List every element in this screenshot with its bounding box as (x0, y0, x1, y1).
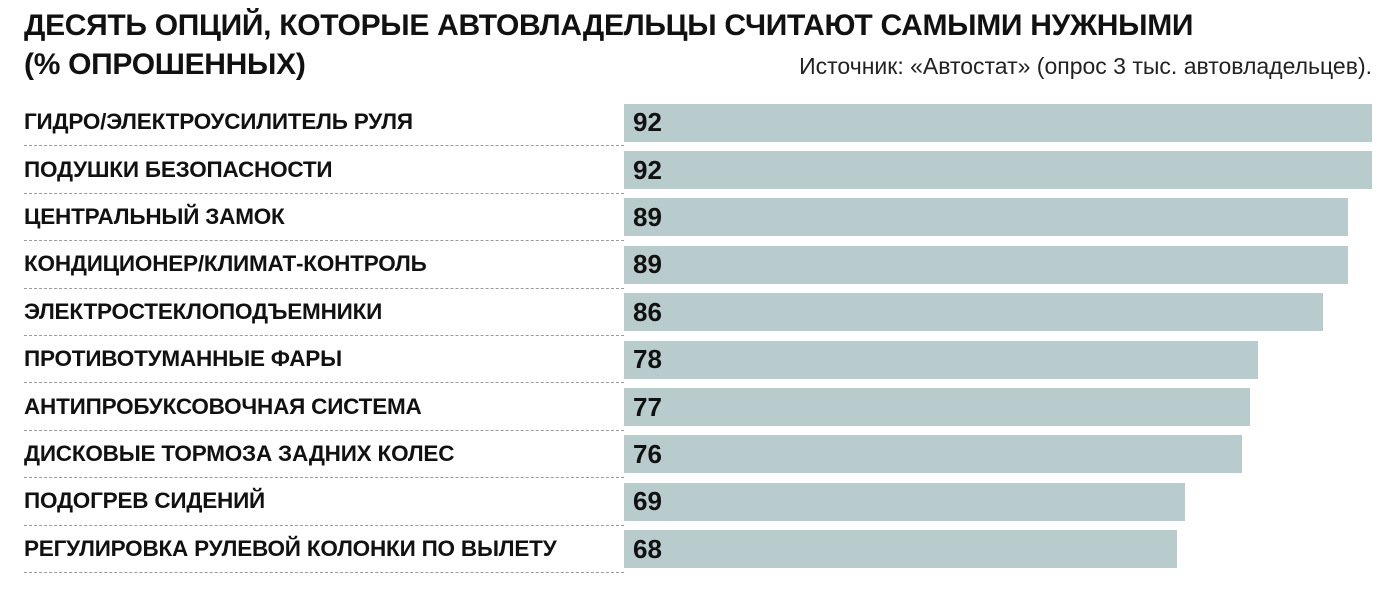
bar: 86 (624, 293, 1324, 332)
chart-row: ПОДОГРЕВ СИДЕНИЙ 69 (24, 478, 1372, 526)
bar-track: 68 (624, 526, 1372, 573)
chart-row: ГИДРО/ЭЛЕКТРОУСИЛИТЕЛЬ РУЛЯ 92 (24, 99, 1372, 147)
bar-track: 86 (624, 289, 1372, 336)
chart-source: Источник: «Автостат» (опрос 3 тыс. автов… (799, 53, 1372, 79)
chart-row: КОНДИЦИОНЕР/КЛИМАТ-КОНТРОЛЬ 89 (24, 241, 1372, 289)
bar-value: 78 (633, 344, 662, 375)
bar-label: ПОДОГРЕВ СИДЕНИЙ (24, 478, 624, 526)
bar-value: 92 (633, 107, 662, 138)
bar-track: 92 (624, 146, 1372, 193)
bar-label: ЦЕНТРАЛЬНЫЙ ЗАМОК (24, 194, 624, 242)
chart-rows: ГИДРО/ЭЛЕКТРОУСИЛИТЕЛЬ РУЛЯ 92 ПОДУШКИ БЕЗ… (24, 99, 1372, 573)
bar: 78 (624, 340, 1259, 379)
bar-label: ГИДРО/ЭЛЕКТРОУСИЛИТЕЛЬ РУЛЯ (24, 99, 624, 147)
bar: 89 (624, 198, 1348, 237)
bar: 68 (624, 530, 1177, 569)
chart-row: ПРОТИВОТУМАННЫЕ ФАРЫ 78 (24, 336, 1372, 384)
bar-label: ПОДУШКИ БЕЗОПАСНОСТИ (24, 146, 624, 194)
bar-label: ЭЛЕКТРОСТЕКЛОПОДЪЕМНИКИ (24, 289, 624, 336)
chart-row: ЭЛЕКТРОСТЕКЛОПОДЪЕМНИКИ 86 (24, 289, 1372, 336)
bar-label: РЕГУЛИРОВКА РУЛЕВОЙ КОЛОНКИ ПО ВЫЛЕТУ (24, 526, 624, 573)
bar: 92 (624, 151, 1372, 190)
chart-header: ДЕСЯТЬ ОПЦИЙ, КОТОРЫЕ АВТОВЛАДЕЛЬЦЫ СЧИТ… (24, 6, 1372, 85)
chart-subtitle-row: (% ОПРОШЕННЫХ) Источник: «Автостат» (опр… (24, 46, 1372, 85)
chart-row: ПОДУШКИ БЕЗОПАСНОСТИ 92 (24, 146, 1372, 194)
bar: 89 (624, 245, 1348, 284)
chart-row: РЕГУЛИРОВКА РУЛЕВОЙ КОЛОНКИ ПО ВЫЛЕТУ 68 (24, 526, 1372, 573)
bar-value: 86 (633, 296, 662, 327)
chart-row: АНТИПРОБУКСОВОЧНАЯ СИСТЕМА 77 (24, 383, 1372, 431)
bar-label: ДИСКОВЫЕ ТОРМОЗА ЗАДНИХ КОЛЕС (24, 431, 624, 479)
chart-row: ДИСКОВЫЕ ТОРМОЗА ЗАДНИХ КОЛЕС 76 (24, 431, 1372, 479)
chart-subtitle: (% ОПРОШЕННЫХ) (24, 48, 306, 81)
bar-track: 69 (624, 478, 1372, 525)
bar-value: 77 (633, 391, 662, 422)
bar-track: 92 (624, 99, 1372, 146)
bar-value: 89 (633, 201, 662, 232)
bar-value: 68 (633, 533, 662, 564)
bar: 92 (624, 103, 1372, 142)
chart-row: ЦЕНТРАЛЬНЫЙ ЗАМОК 89 (24, 194, 1372, 242)
bar: 77 (624, 388, 1251, 427)
bar-value: 76 (633, 438, 662, 469)
chart-title: ДЕСЯТЬ ОПЦИЙ, КОТОРЫЕ АВТОВЛАДЕЛЬЦЫ СЧИТ… (24, 9, 1194, 42)
bar: 76 (624, 435, 1242, 474)
bar-track: 76 (624, 431, 1372, 478)
bar-value: 89 (633, 249, 662, 280)
bar: 69 (624, 482, 1185, 521)
bar-label: АНТИПРОБУКСОВОЧНАЯ СИСТЕМА (24, 383, 624, 431)
bar-track: 77 (624, 383, 1372, 430)
bar-value: 69 (633, 486, 662, 517)
bar-label: ПРОТИВОТУМАННЫЕ ФАРЫ (24, 336, 624, 384)
bar-track: 78 (624, 336, 1372, 383)
bar-track: 89 (624, 241, 1372, 288)
bar-label: КОНДИЦИОНЕР/КЛИМАТ-КОНТРОЛЬ (24, 241, 624, 289)
bar-value: 92 (633, 154, 662, 185)
bar-track: 89 (624, 194, 1372, 241)
